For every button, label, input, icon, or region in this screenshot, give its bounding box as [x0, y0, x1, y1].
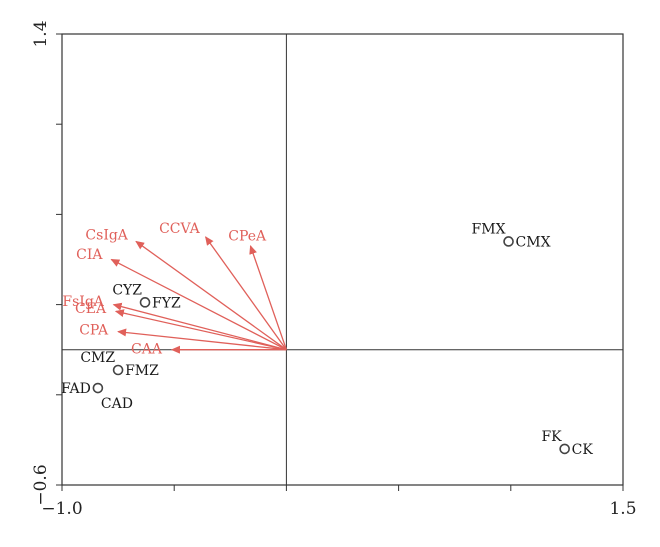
- vector-arrow: [117, 328, 287, 351]
- vector-label: CsIgA: [85, 228, 128, 244]
- point-label: CAD: [101, 396, 133, 412]
- point-label: CMZ: [80, 350, 115, 366]
- y-tick-label: 1.4: [31, 20, 51, 47]
- vector-arrow: [205, 236, 287, 351]
- plot-frame-layer: −1.0 1.5 −0.6 1.4: [31, 20, 637, 519]
- vector-label: CCVA: [159, 221, 201, 237]
- vector-arrow: [110, 258, 287, 351]
- vector-label: CEA: [75, 301, 107, 317]
- vector-arrow: [249, 245, 288, 350]
- plot-border: [61, 33, 624, 486]
- sample-point: [112, 364, 124, 376]
- point-label: FYZ: [152, 295, 181, 311]
- point-label: FK: [541, 429, 562, 445]
- sample-point: [139, 297, 151, 308]
- x-tick-label: 1.5: [609, 499, 636, 519]
- vector-label: CAA: [131, 342, 163, 358]
- vector-label: CPA: [79, 323, 109, 339]
- sample-points-layer: CYZ FYZ CMZ FMZ FAD CAD FMX CMX FK CK: [61, 221, 593, 457]
- sample-point: [559, 443, 570, 455]
- point-label: FAD: [61, 381, 91, 397]
- point-label: CYZ: [112, 282, 142, 298]
- x-tick-label: −1.0: [41, 499, 82, 519]
- sample-point: [92, 382, 104, 394]
- vector-arrow: [112, 302, 287, 351]
- point-label: FMX: [472, 221, 506, 237]
- vector-label: CPeA: [228, 229, 267, 245]
- vector-arrow: [114, 309, 287, 351]
- vector-label: CIA: [76, 247, 103, 263]
- point-label: CK: [572, 442, 594, 458]
- sample-point: [503, 236, 514, 247]
- point-label: FMZ: [125, 363, 159, 379]
- point-label: CMX: [516, 234, 551, 250]
- vector-arrow: [135, 240, 287, 351]
- y-tick-label: −0.6: [31, 464, 51, 505]
- vector-label: FsIgA: [62, 294, 104, 310]
